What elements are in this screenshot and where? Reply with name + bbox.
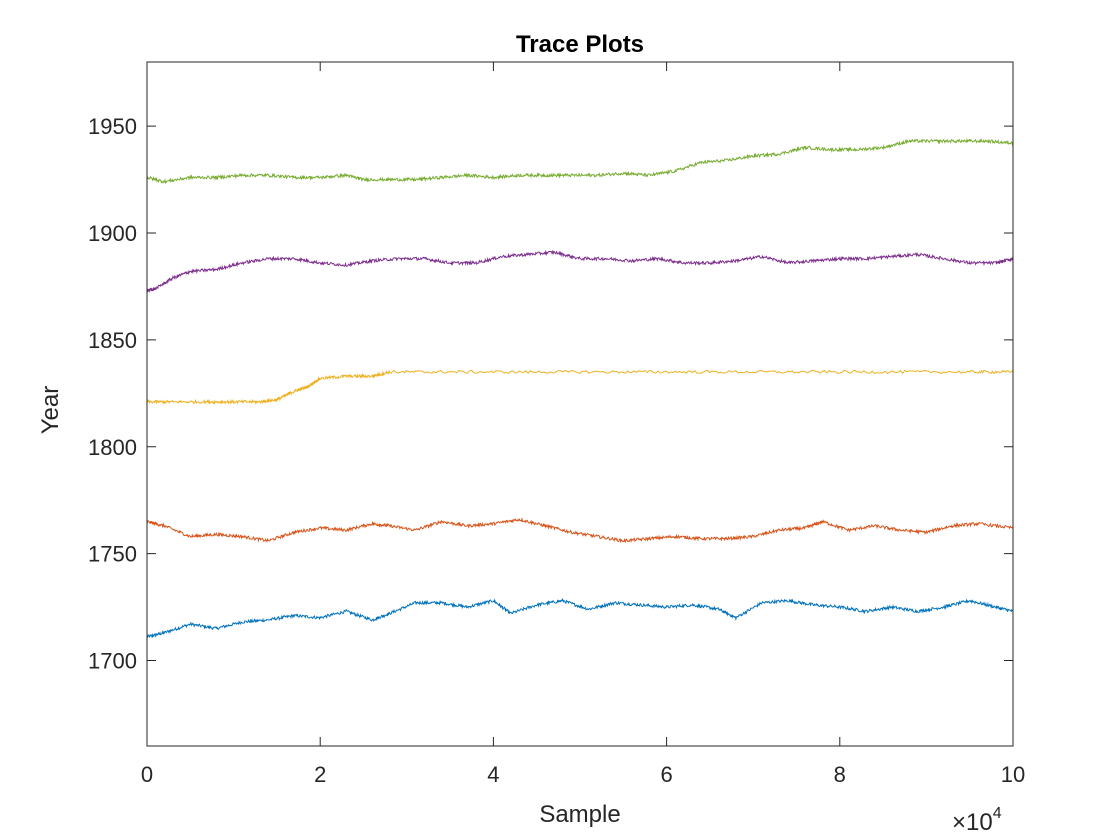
y-tick-label: 1950 <box>88 114 137 139</box>
axes: 0 2 4 6 8 10 1700 1750 1800 1850 1900 1950 <box>88 61 1025 787</box>
y-axis-label: Year <box>37 386 64 435</box>
series-line-1 <box>146 598 1014 639</box>
axes-box <box>146 61 1014 747</box>
x-tick-label: 2 <box>314 762 326 787</box>
series-line-2 <box>146 516 1014 544</box>
y-tick-label: 1750 <box>88 542 137 567</box>
x-tick-label: 6 <box>660 762 672 787</box>
x-tick-label: 8 <box>834 762 846 787</box>
series-line-4 <box>146 249 1014 293</box>
x-tick-label: 10 <box>1001 762 1025 787</box>
plot-background <box>147 62 1013 746</box>
x-axis-exponent-base: ×10 <box>952 809 993 836</box>
x-axis-label: Sample <box>539 801 620 828</box>
y-tick-label: 1850 <box>88 328 137 353</box>
x-tick-label: 0 <box>141 762 153 787</box>
x-axis-exponent-power: 4 <box>993 805 1002 822</box>
series-line-3 <box>146 369 1014 405</box>
plot-area <box>146 62 1014 746</box>
chart-title: Trace Plots <box>516 31 644 58</box>
y-tick-label: 1800 <box>88 435 137 460</box>
x-tick-label: 4 <box>487 762 499 787</box>
y-tick-label: 1900 <box>88 221 137 246</box>
x-axis-exponent: ×104 <box>952 805 1002 836</box>
series-line-5 <box>146 138 1014 184</box>
y-tick-label: 1700 <box>88 649 137 674</box>
